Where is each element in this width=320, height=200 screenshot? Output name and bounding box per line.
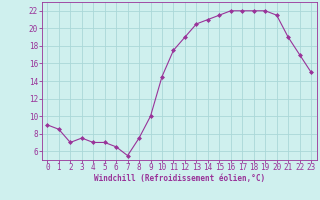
X-axis label: Windchill (Refroidissement éolien,°C): Windchill (Refroidissement éolien,°C) [94, 174, 265, 183]
